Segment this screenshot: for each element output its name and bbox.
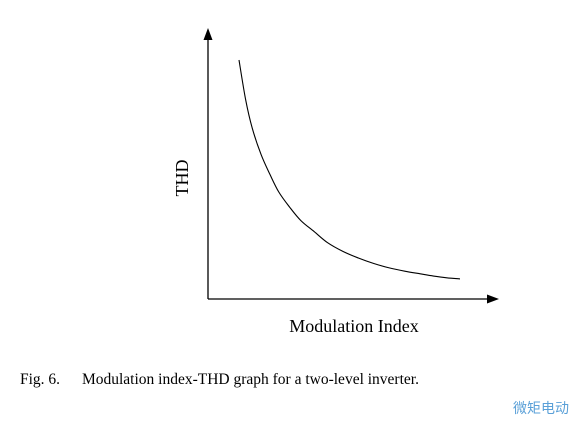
- figure-number: Fig. 6.: [20, 371, 61, 388]
- figure-caption: Fig. 6. Modulation index-THD graph for a…: [20, 371, 419, 389]
- y-axis-label: THD: [172, 160, 192, 197]
- x-axis-label: Modulation Index: [289, 316, 418, 336]
- series-line: [238, 59, 461, 280]
- x-axis-arrow: [487, 294, 499, 304]
- caption-text: Modulation index-THD graph for a two-lev…: [81, 371, 419, 388]
- y-axis-arrow: [203, 28, 213, 40]
- watermark: 微矩电动: [513, 401, 569, 417]
